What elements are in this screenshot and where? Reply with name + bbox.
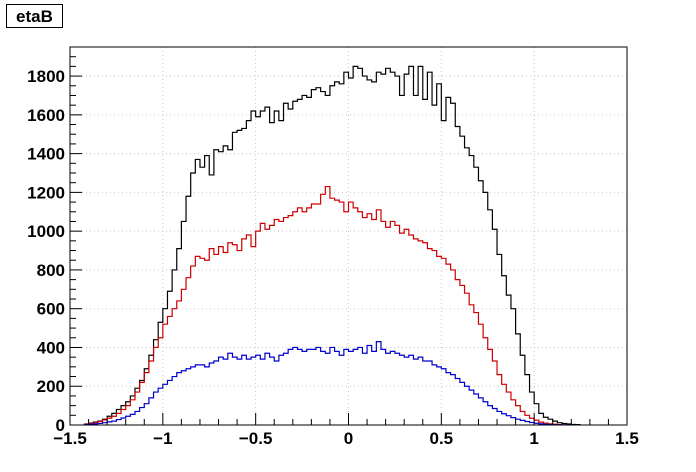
grid-lines: [70, 47, 627, 425]
y-tick-label: 1200: [27, 183, 65, 202]
y-axis: 0 200 400 600 800 1000 1200 1400 1600 1800: [27, 46, 82, 435]
x-tick-label: 0: [344, 429, 353, 448]
y-tick-label: 1400: [27, 145, 65, 164]
y-tick-label: 1000: [27, 222, 65, 241]
histogram-line-2: [83, 341, 572, 426]
y-tick-label: 1600: [27, 106, 65, 125]
x-tick-label: 1: [529, 429, 538, 448]
y-tick-label: 200: [37, 377, 65, 396]
histogram-series: [83, 65, 581, 426]
y-tick-label: 600: [37, 300, 65, 319]
y-tick-label: 800: [37, 261, 65, 280]
x-tick-label: −0.5: [239, 429, 273, 448]
x-tick-label: −1: [153, 429, 172, 448]
y-tick-label: 1800: [27, 67, 65, 86]
y-tick-label: 400: [37, 338, 65, 357]
x-axis: −1.5 −1 −0.5 0 0.5 1 1.5: [53, 413, 639, 448]
x-tick-label: −1.5: [53, 429, 87, 448]
histogram-line-0: [83, 65, 581, 426]
chart-title: etaB: [6, 4, 63, 28]
histogram-line-1: [83, 185, 567, 426]
x-tick-label: 1.5: [615, 429, 639, 448]
y-tick-label: 0: [56, 416, 65, 435]
x-tick-label: 0.5: [430, 429, 454, 448]
